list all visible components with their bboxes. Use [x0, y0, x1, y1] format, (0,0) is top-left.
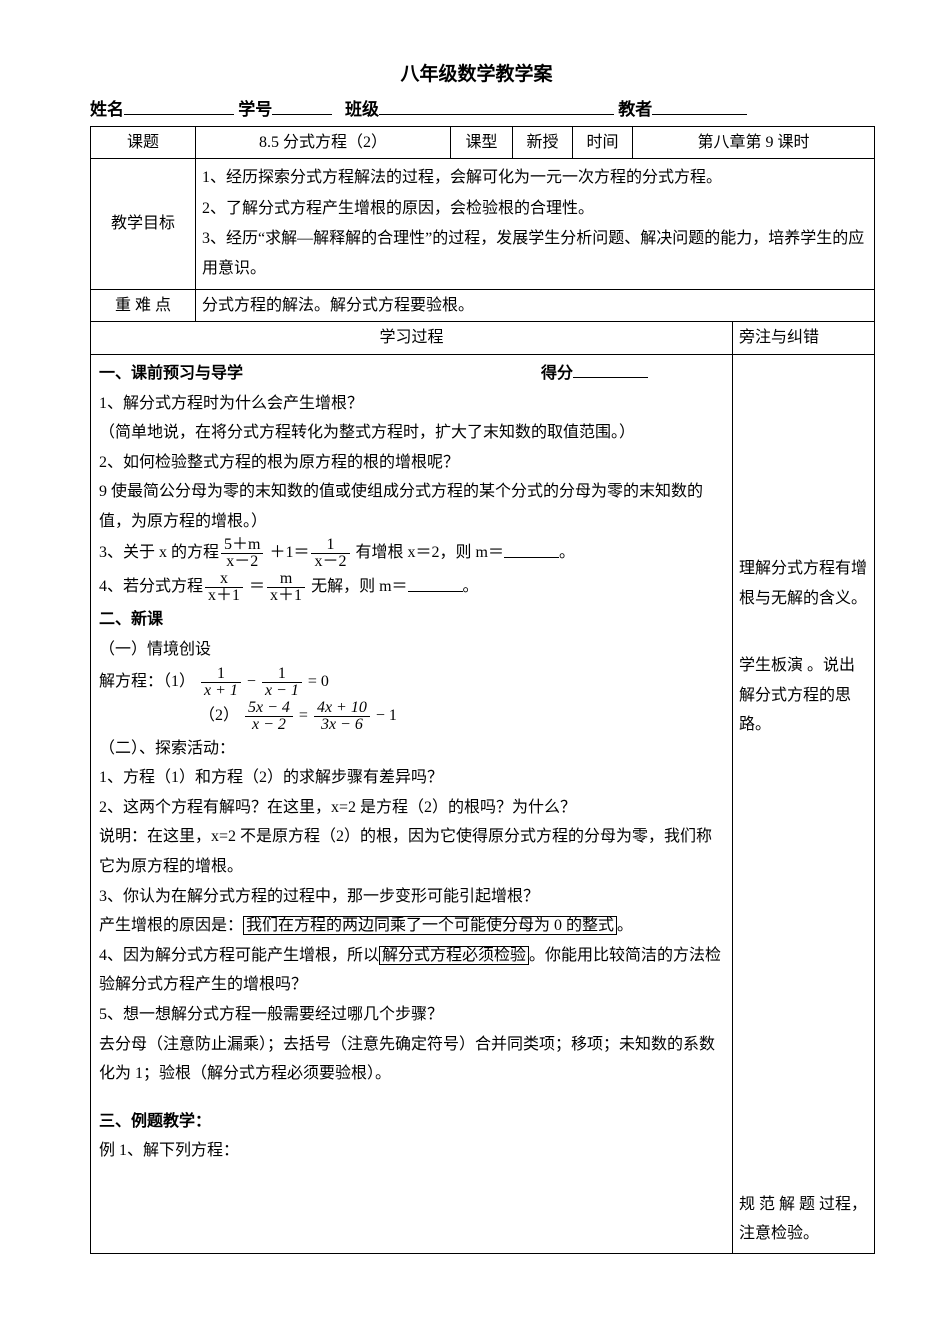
class-label: 班级	[345, 100, 379, 119]
equals: =	[295, 707, 312, 724]
fraction: 4x + 103x − 6	[314, 700, 370, 733]
q2: 2、如何检验整式方程的根为原方程的根的增根呢？	[99, 448, 724, 478]
q3-pre: 3、关于 x 的方程	[99, 545, 219, 562]
q3-tail: 有增根 x＝2，则 m＝	[352, 545, 504, 562]
e4-pre: 4、因为解分式方程可能产生增根，所以	[99, 947, 379, 964]
time-label: 时间	[573, 126, 633, 159]
note-1: 理解分式方程有增根与无解的含义。	[739, 554, 868, 613]
boxed-text: 解分式方程必须检验	[379, 946, 529, 965]
example-1: 例 1、解下列方程：	[99, 1136, 724, 1166]
notes-label: 旁注与纠错	[733, 322, 875, 355]
id-label: 学号	[238, 100, 272, 119]
period-value: 第八章第 9 课时	[633, 126, 875, 159]
lesson-table: 课题 8.5 分式方程（2） 课型 新授 时间 第八章第 9 课时 教学目标 1…	[90, 126, 875, 1255]
equation-1: 解方程：（1） 1x + 1 − 1x − 1 = 0	[99, 666, 724, 699]
score-label: 得分	[541, 365, 573, 382]
minus: −	[243, 673, 260, 690]
e1: 1、方程（1）和方程（2）的求解步骤有差异吗？	[99, 763, 724, 793]
id-blank[interactable]	[272, 98, 332, 115]
topic-label: 课题	[91, 126, 196, 159]
fraction: mx＋1	[267, 571, 305, 604]
q1: 1、解分式方程时为什么会产生增根？	[99, 389, 724, 419]
goal-2: 2、了解分式方程产生增根的原因，会检验根的合理性。	[202, 194, 868, 224]
q4-tail: 无解，则 m＝	[307, 579, 407, 596]
e3-end: 。	[617, 917, 633, 934]
topic-value: 8.5 分式方程（2）	[196, 126, 451, 159]
e2-note: 说明：在这里，x=2 不是原方程（2）的根，因为它使得原分式方程的分母为零，我们…	[99, 822, 724, 881]
eq2-label: （2）	[199, 707, 239, 724]
e5-note: 去分母（注意防止漏乘）；去括号（注意先确定符号）合并同类项；移项；未知数的系数化…	[99, 1030, 724, 1089]
q4-mid: ＝	[245, 579, 265, 596]
fraction: 1x − 1	[262, 666, 302, 699]
e3: 3、你认为在解分式方程的过程中，那一步变形可能引起增根？	[99, 882, 724, 912]
section-3-title: 三、例题教学：	[99, 1107, 724, 1137]
boxed-text: 我们在方程的两边同乘了一个可能使分母为 0 的整式	[243, 916, 617, 935]
e4: 4、因为解分式方程可能产生增根，所以解分式方程必须检验。你能用比较简洁的方法检验…	[99, 941, 724, 1000]
fraction: 1x－2	[311, 537, 349, 570]
answer-blank[interactable]	[504, 542, 559, 558]
eq1-label: 解方程：（1）	[99, 673, 195, 690]
table-row: 课题 8.5 分式方程（2） 课型 新授 时间 第八章第 9 课时	[91, 126, 875, 159]
name-blank[interactable]	[124, 98, 234, 115]
q4: 4、若分式方程xx＋1 ＝mx＋1 无解，则 m＝ 。	[99, 571, 724, 604]
notes-cell: 理解分式方程有增根与无解的含义。 学生板演 。说出解分式方程的思路。 规 范 解…	[733, 354, 875, 1253]
answer-blank[interactable]	[408, 576, 463, 592]
q3-mid: ＋1＝	[265, 545, 309, 562]
name-label: 姓名	[90, 100, 124, 119]
fraction: 5x − 4x − 2	[245, 700, 293, 733]
q4-end: 。	[463, 579, 479, 596]
page-title: 八年级数学教学案	[78, 60, 875, 90]
e3-pre: 产生增根的原因是：	[99, 917, 243, 934]
table-row: 教学目标 1、经历探索分式方程解法的过程，会解可化为一元一次方程的分式方程。 2…	[91, 159, 875, 290]
e2: 2、这两个方程有解吗？在这里，x=2 是方程（2）的根吗？为什么？	[99, 793, 724, 823]
q3: 3、关于 x 的方程5＋mx－2 ＋1＝1x－2 有增根 x＝2，则 m＝ 。	[99, 537, 724, 570]
goal-1: 1、经历探索分式方程解法的过程，会解可化为一元一次方程的分式方程。	[202, 163, 868, 193]
info-line: 姓名 学号 班级 教者	[90, 96, 875, 123]
note-3: 规 范 解 题 过程，注意检验。	[739, 1190, 868, 1249]
score-blank[interactable]	[573, 362, 648, 378]
sub2: （二）、探索活动：	[99, 734, 724, 764]
class-blank[interactable]	[379, 98, 614, 115]
e3-reason: 产生增根的原因是：我们在方程的两边同乘了一个可能使分母为 0 的整式。	[99, 911, 724, 941]
goals-label: 教学目标	[91, 159, 196, 290]
eq1-rhs: = 0	[304, 673, 329, 690]
fraction: xx＋1	[205, 571, 243, 604]
table-row: 一、课前预习与导学 得分 1、解分式方程时为什么会产生增根？ （简单地说，在将分…	[91, 354, 875, 1253]
content-cell: 一、课前预习与导学 得分 1、解分式方程时为什么会产生增根？ （简单地说，在将分…	[91, 354, 733, 1253]
note-2: 学生板演 。说出解分式方程的思路。	[739, 651, 868, 740]
teacher-label: 教者	[618, 100, 652, 119]
goal-3: 3、经历“求解—解释解的合理性”的过程，发展学生分析问题、解决问题的能力，培养学…	[202, 224, 868, 285]
type-label: 课型	[451, 126, 513, 159]
goals-cell: 1、经历探索分式方程解法的过程，会解可化为一元一次方程的分式方程。 2、了解分式…	[196, 159, 875, 290]
teacher-blank[interactable]	[652, 98, 747, 115]
equation-2: （2） 5x − 4x − 2 = 4x + 103x − 6 − 1	[99, 700, 724, 733]
q1-note: （简单地说，在将分式方程转化为整式方程时，扩大了末知数的取值范围。）	[99, 418, 724, 448]
table-row: 重 难 点 分式方程的解法。解分式方程要验根。	[91, 289, 875, 322]
process-label: 学习过程	[91, 322, 733, 355]
q3-end: 。	[559, 545, 575, 562]
q2-note: 9 使最简公分母为零的末知数的值或使组成分式方程的某个分式的分母为零的末知数的值…	[99, 477, 724, 536]
section-1-title: 一、课前预习与导学	[99, 365, 243, 382]
section-2-title: 二、新课	[99, 605, 724, 635]
fraction: 5＋mx－2	[221, 537, 263, 570]
q4-pre: 4、若分式方程	[99, 579, 203, 596]
e5: 5、想一想解分式方程一般需要经过哪几个步骤？	[99, 1000, 724, 1030]
key-label: 重 难 点	[91, 289, 196, 322]
table-row: 学习过程 旁注与纠错	[91, 322, 875, 355]
eq2-rhs: − 1	[372, 707, 397, 724]
fraction: 1x + 1	[201, 666, 241, 699]
type-value: 新授	[513, 126, 573, 159]
sub1: （一）情境创设	[99, 635, 724, 665]
key-value: 分式方程的解法。解分式方程要验根。	[196, 289, 875, 322]
